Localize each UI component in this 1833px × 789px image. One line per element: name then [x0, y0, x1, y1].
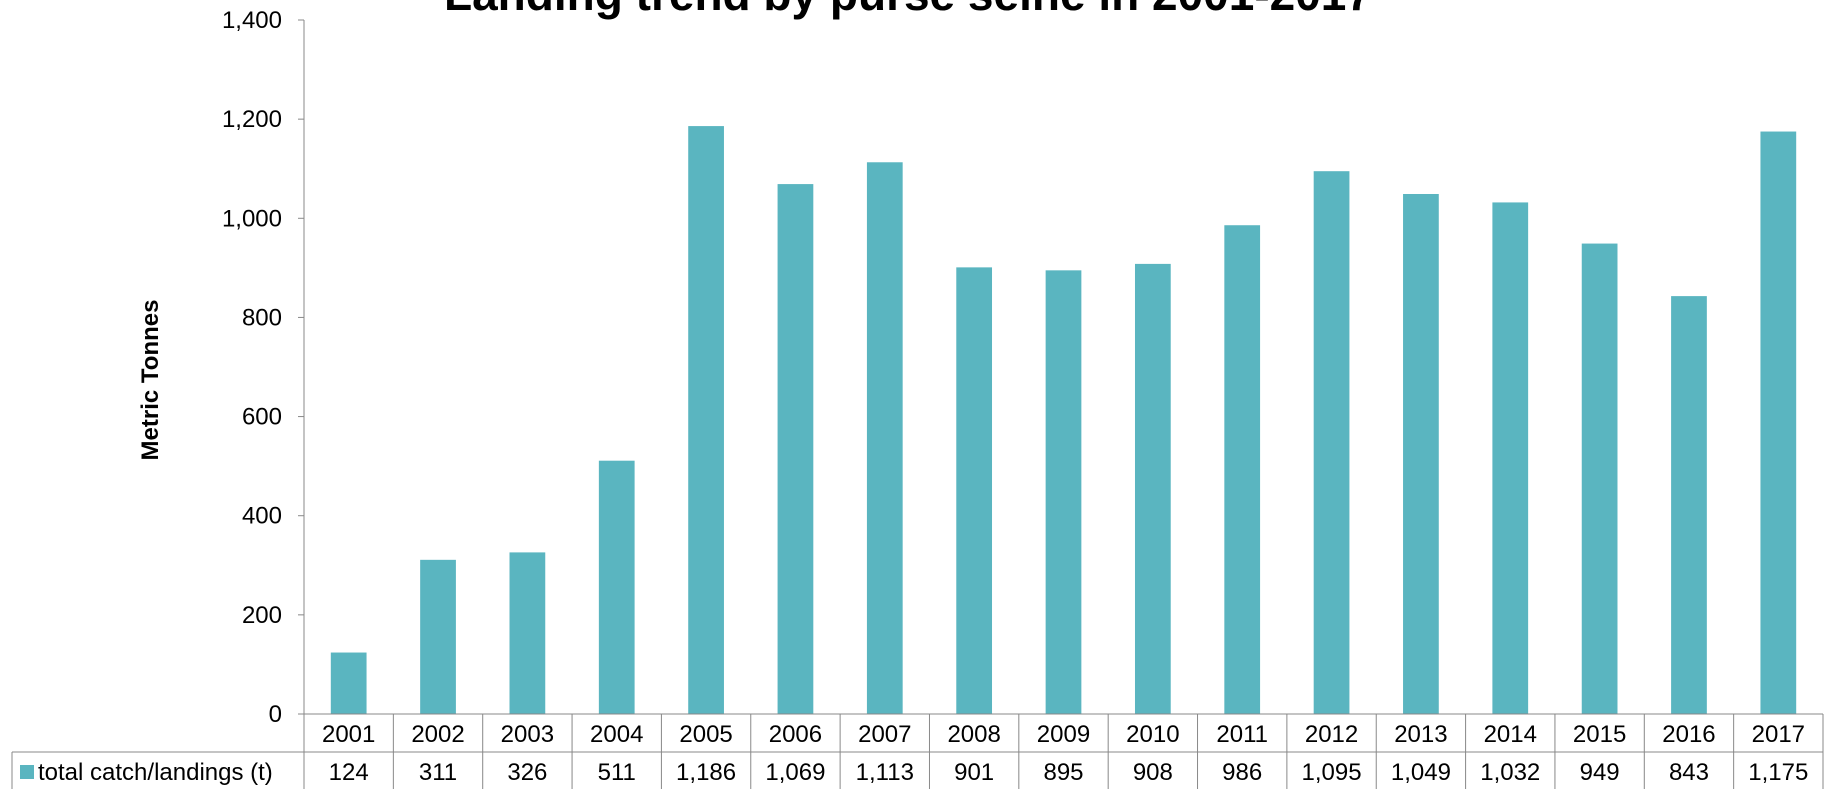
x-tick-label: 2014	[1484, 721, 1537, 748]
x-tick-label: 2001	[322, 721, 375, 748]
bar	[866, 162, 903, 714]
y-tick-label: 200	[242, 602, 282, 629]
data-label: 1,175	[1748, 759, 1808, 786]
x-tick-label: 2004	[590, 721, 643, 748]
bar	[956, 267, 993, 714]
data-label: 1,186	[676, 759, 736, 786]
x-tick-label: 2007	[858, 721, 911, 748]
y-axis-ticks: 0 200 400 600 800 1,000 1,200 1,400	[222, 7, 305, 728]
bar	[1313, 171, 1350, 714]
y-tick-label: 0	[269, 701, 282, 728]
y-tick-label: 800	[242, 304, 282, 331]
y-tick-label: 400	[242, 503, 282, 530]
x-tick-label: 2005	[679, 721, 732, 748]
y-tick-label: 600	[242, 404, 282, 431]
data-label: 1,049	[1391, 759, 1451, 786]
bar	[1760, 131, 1797, 715]
data-label: 1,095	[1302, 759, 1362, 786]
bar	[688, 126, 724, 714]
y-axis-label: Metric Tonnes	[137, 300, 164, 461]
y-tick-label: 1,400	[222, 7, 282, 34]
bar	[509, 552, 546, 714]
bar	[330, 652, 367, 714]
bars	[330, 126, 1797, 715]
data-table: 2001 124 2002 311 2003 326 2004 511 2005 1,186 200…	[11, 713, 1824, 789]
data-label: 511	[598, 759, 636, 786]
data-label: 311	[419, 759, 457, 786]
bar	[1045, 270, 1082, 714]
data-label: 843	[1669, 759, 1709, 786]
data-label: 949	[1580, 759, 1620, 786]
x-tick-label: 2013	[1394, 721, 1447, 748]
chart-title: Landing trend by purse seine in 2001-201…	[444, 0, 1372, 20]
legend-label: total catch/landings (t)	[38, 759, 273, 786]
data-label: 1,032	[1480, 759, 1540, 786]
bar	[1224, 225, 1261, 714]
legend-swatch	[20, 765, 34, 779]
bar	[598, 460, 635, 714]
bar	[1492, 202, 1529, 714]
x-tick-label: 2011	[1216, 721, 1268, 748]
bar	[1134, 263, 1171, 714]
data-label: 895	[1043, 759, 1083, 786]
bar	[1403, 193, 1439, 714]
data-label: 901	[954, 759, 994, 786]
y-tick-label: 1,200	[222, 106, 282, 133]
x-tick-label: 2015	[1573, 721, 1626, 748]
x-tick-label: 2003	[501, 721, 554, 748]
data-label: 124	[329, 759, 369, 786]
x-tick-label: 2016	[1662, 721, 1715, 748]
data-label: 1,069	[765, 759, 825, 786]
bar	[1581, 243, 1618, 714]
x-tick-label: 2012	[1305, 721, 1358, 748]
bar	[1671, 296, 1707, 714]
bar	[420, 559, 456, 714]
data-label: 986	[1222, 759, 1262, 786]
x-tick-label: 2006	[769, 721, 822, 748]
x-tick-label: 2010	[1126, 721, 1179, 748]
data-label: 908	[1133, 759, 1173, 786]
x-tick-label: 2002	[411, 721, 464, 748]
data-label: 1,113	[856, 759, 914, 786]
x-tick-label: 2008	[947, 721, 1000, 748]
x-tick-label: 2009	[1037, 721, 1090, 748]
data-label: 326	[507, 759, 547, 786]
bar	[777, 184, 814, 714]
x-tick-label: 2017	[1752, 721, 1805, 748]
y-tick-label: 1,000	[222, 205, 282, 232]
